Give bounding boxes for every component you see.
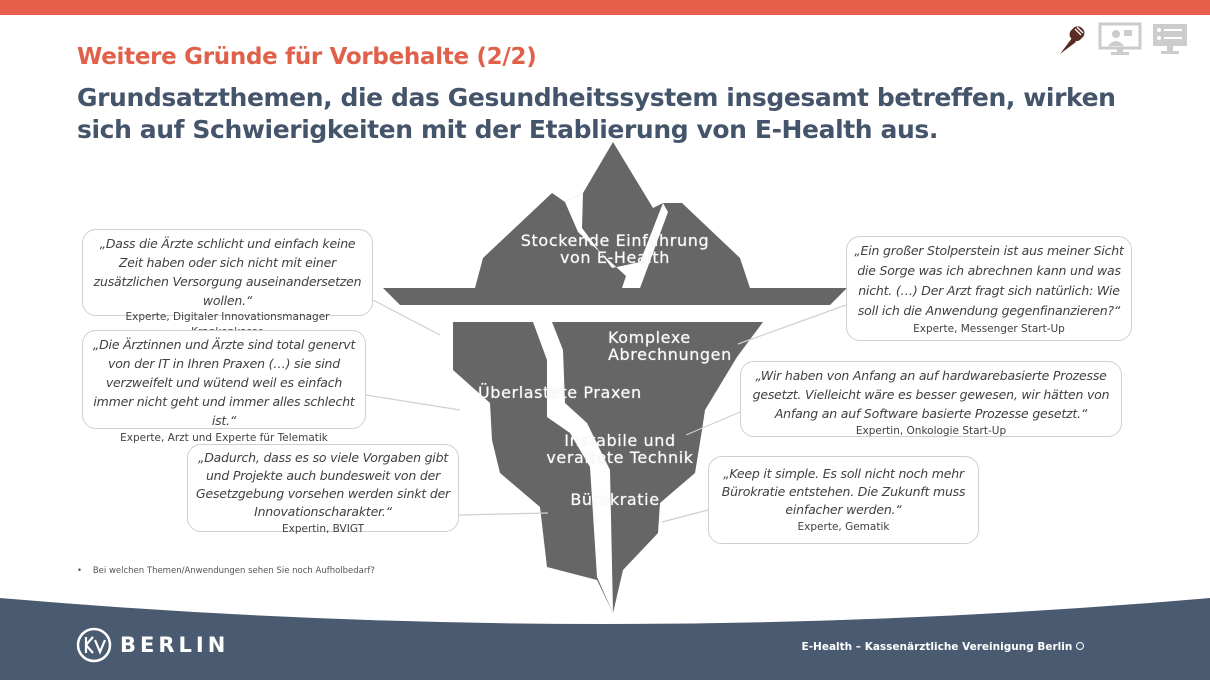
footnote-text: Bei welchen Themen/Anwendungen sehen Sie… (92, 566, 375, 576)
quote-box: „Wir haben von Anfang an auf hardwarebas… (740, 361, 1122, 437)
footnote: • Bei welchen Themen/Anwendungen sehen S… (77, 566, 375, 576)
iceberg-top-crack (565, 193, 668, 288)
top-accent-bar (0, 0, 1210, 15)
microphone-icon (1060, 26, 1085, 54)
iceberg-top (475, 142, 750, 288)
kv-berlin-logo: BERLIN (76, 627, 229, 663)
iceberg-label-technik: Instabile und veraltete Technik (546, 431, 694, 467)
quote-source: Experte, Messenger Start-Up (913, 323, 1065, 335)
quote-box: „Dass die Ärzte schlicht und einfach kei… (82, 229, 373, 338)
quote-text: „Dass die Ärzte schlicht und einfach kei… (93, 236, 362, 308)
footer-band (0, 598, 1210, 680)
checklist-monitor-icon (1153, 24, 1187, 54)
footer-text: E-Health – Kassenärztliche Vereinigung B… (802, 641, 1084, 653)
quote-source: Expertin, Onkologie Start-Up (855, 425, 1007, 437)
callout-pointers (365, 299, 847, 523)
iceberg-label-praxen: Überlastete Praxen (478, 383, 642, 402)
quote-source: Experte, Arzt und Experte für Telematik (120, 432, 328, 444)
quote-text: „Keep it simple. Es soll nicht noch mehr… (721, 466, 966, 517)
iceberg-label-abrechnungen: Komplexe Abrechnungen (608, 328, 732, 364)
quote-source: Experte, Gematik (797, 521, 890, 533)
footer-label: E-Health – Kassenärztliche Vereinigung B… (801, 641, 1073, 653)
quote-box: „Die Ärztinnen und Ärzte sind total gene… (82, 330, 366, 444)
iceberg-label-top: Stockende Einführung von E-Health (520, 231, 710, 267)
slide-title: Weitere Gründe für Vorbehalte (2/2) (77, 44, 537, 70)
iceberg-bottom-crack (533, 322, 613, 613)
logo-word: BERLIN (120, 633, 230, 657)
kv-logo-icon (76, 627, 112, 663)
video-call-icon (1098, 22, 1142, 55)
quote-source: Expertin, BVIGT (282, 523, 364, 535)
quote-text: „Ein großer Stolperstein ist aus meiner … (854, 243, 1124, 318)
quote-box: „Dadurch, dass es so viele Vorgaben gibt… (187, 444, 459, 535)
quote-text: „Die Ärztinnen und Ärzte sind total gene… (92, 337, 356, 428)
quote-box: „Keep it simple. Es soll nicht noch mehr… (708, 456, 979, 544)
quote-text: „Dadurch, dass es so viele Vorgaben gibt… (195, 450, 450, 519)
iceberg-label-buerokratie: Bürokratie (570, 490, 660, 509)
page-indicator-icon (1076, 642, 1084, 650)
quote-text: „Wir haben von Anfang an auf hardwarebas… (752, 368, 1110, 421)
quote-box: „Ein großer Stolperstein ist aus meiner … (846, 236, 1132, 341)
slide-subtitle: Grundsatzthemen, die das Gesundheitssyst… (77, 83, 1116, 144)
waterline (383, 288, 847, 305)
